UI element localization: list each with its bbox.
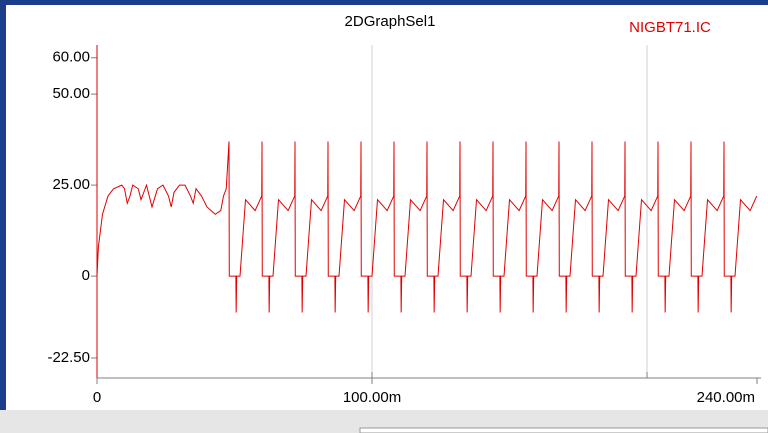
x-tick-label: 0 xyxy=(93,389,101,406)
x-tick-label: 240.00m xyxy=(697,389,755,406)
legend-label: NIGBT71.IC xyxy=(629,19,711,36)
plot-panel xyxy=(6,5,768,410)
y-tick-label: -22.50 xyxy=(47,349,90,366)
x-tick-label: 100.00m xyxy=(343,389,401,406)
y-tick-label: 60.00 xyxy=(52,49,90,66)
y-tick-label: 50.00 xyxy=(52,85,90,102)
series-line xyxy=(96,141,758,313)
y-tick-label: 25.00 xyxy=(52,176,90,193)
chart-title: 2DGraphSel1 xyxy=(345,13,436,30)
status-strip xyxy=(0,410,768,433)
status-box xyxy=(359,427,768,433)
y-tick-label: 0 xyxy=(82,267,90,284)
